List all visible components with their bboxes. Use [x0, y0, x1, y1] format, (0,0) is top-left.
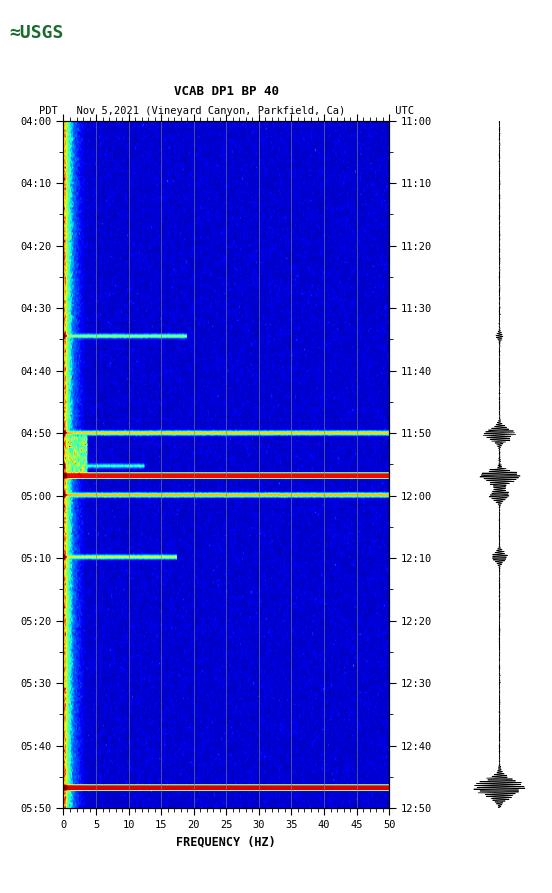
X-axis label: FREQUENCY (HZ): FREQUENCY (HZ) [177, 836, 276, 848]
Text: PDT   Nov 5,2021 (Vineyard Canyon, Parkfield, Ca)        UTC: PDT Nov 5,2021 (Vineyard Canyon, Parkfie… [39, 106, 414, 116]
Text: ≈USGS: ≈USGS [10, 24, 64, 43]
Text: VCAB DP1 BP 40: VCAB DP1 BP 40 [174, 85, 279, 98]
